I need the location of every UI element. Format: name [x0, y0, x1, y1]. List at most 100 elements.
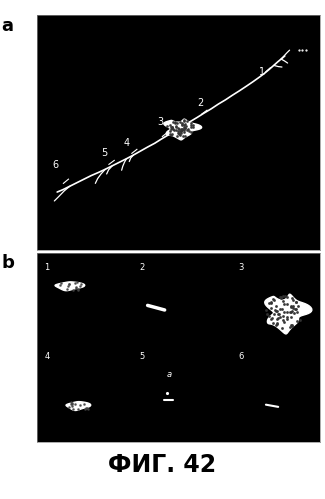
Point	[176, 130, 182, 138]
Point	[175, 127, 180, 135]
Point	[183, 124, 188, 132]
Point	[173, 126, 178, 134]
Point	[187, 127, 192, 135]
Point	[280, 292, 286, 300]
Point	[177, 131, 182, 139]
Point	[170, 130, 175, 138]
Point	[167, 130, 173, 138]
Point	[180, 120, 185, 128]
Point	[277, 310, 282, 318]
Point	[268, 298, 274, 306]
Point	[176, 129, 181, 137]
Text: 3: 3	[239, 263, 244, 272]
Point	[58, 281, 63, 289]
Point	[76, 405, 81, 413]
Polygon shape	[55, 282, 85, 291]
Point	[271, 319, 276, 327]
Point	[173, 119, 178, 127]
Point	[281, 300, 286, 308]
Point	[280, 324, 285, 332]
Point	[293, 305, 298, 313]
Point	[182, 128, 187, 136]
Point	[74, 284, 79, 292]
Point	[69, 402, 74, 410]
Point	[183, 132, 188, 140]
Point	[292, 309, 297, 317]
Text: 2: 2	[197, 98, 203, 108]
Point	[177, 127, 182, 135]
Point	[292, 305, 298, 313]
Point	[66, 403, 72, 411]
Point	[180, 121, 185, 129]
Point	[270, 295, 276, 303]
Point	[167, 127, 172, 135]
Point	[274, 319, 279, 327]
Text: ФИГ. 42: ФИГ. 42	[109, 453, 216, 477]
Point	[278, 293, 283, 301]
Polygon shape	[66, 402, 91, 411]
Point	[181, 116, 186, 124]
Point	[294, 317, 299, 325]
Point	[85, 405, 90, 413]
Point	[289, 303, 294, 311]
Point	[169, 123, 174, 131]
Point	[165, 122, 170, 130]
Point	[288, 302, 293, 310]
Point	[179, 127, 184, 135]
Point	[266, 312, 272, 320]
Point	[75, 285, 80, 293]
Point	[181, 123, 187, 131]
Point	[271, 296, 276, 304]
Point	[179, 125, 184, 133]
Point	[284, 313, 290, 321]
Point	[185, 117, 190, 125]
Point	[175, 119, 180, 127]
Point	[169, 124, 175, 132]
Point	[281, 318, 286, 326]
Point	[275, 319, 280, 327]
Point	[82, 405, 87, 413]
Point	[279, 294, 284, 302]
Point	[190, 121, 195, 129]
Point	[180, 132, 186, 140]
Point	[71, 405, 76, 413]
Text: a: a	[2, 17, 14, 35]
Text: 1: 1	[45, 263, 50, 272]
Point	[70, 399, 75, 407]
Point	[76, 285, 81, 293]
Point	[173, 118, 178, 126]
Point	[287, 323, 292, 331]
Point	[298, 315, 303, 323]
Text: 6: 6	[239, 352, 244, 361]
Point	[70, 400, 75, 408]
Point	[178, 129, 183, 137]
Point	[289, 321, 294, 329]
Point	[269, 314, 274, 322]
Point	[169, 123, 174, 131]
Point	[266, 299, 272, 307]
Text: 3: 3	[157, 117, 163, 127]
Point	[66, 281, 71, 289]
Point	[69, 398, 74, 406]
Point	[174, 122, 179, 130]
Point	[188, 128, 193, 136]
Point	[290, 304, 295, 312]
Point	[285, 292, 290, 300]
Point	[290, 307, 295, 315]
Point	[83, 404, 88, 412]
Point	[180, 119, 185, 127]
Point	[275, 310, 280, 318]
Point	[293, 298, 298, 306]
Point	[289, 308, 294, 316]
Point	[280, 312, 285, 320]
Point	[176, 124, 181, 132]
Point	[184, 122, 189, 130]
Text: 4: 4	[45, 352, 50, 361]
Point	[284, 300, 290, 308]
Point	[174, 123, 179, 131]
Point	[179, 126, 184, 134]
Text: b: b	[2, 254, 15, 272]
Point	[273, 307, 279, 315]
Point	[64, 284, 70, 292]
Point	[289, 313, 294, 321]
